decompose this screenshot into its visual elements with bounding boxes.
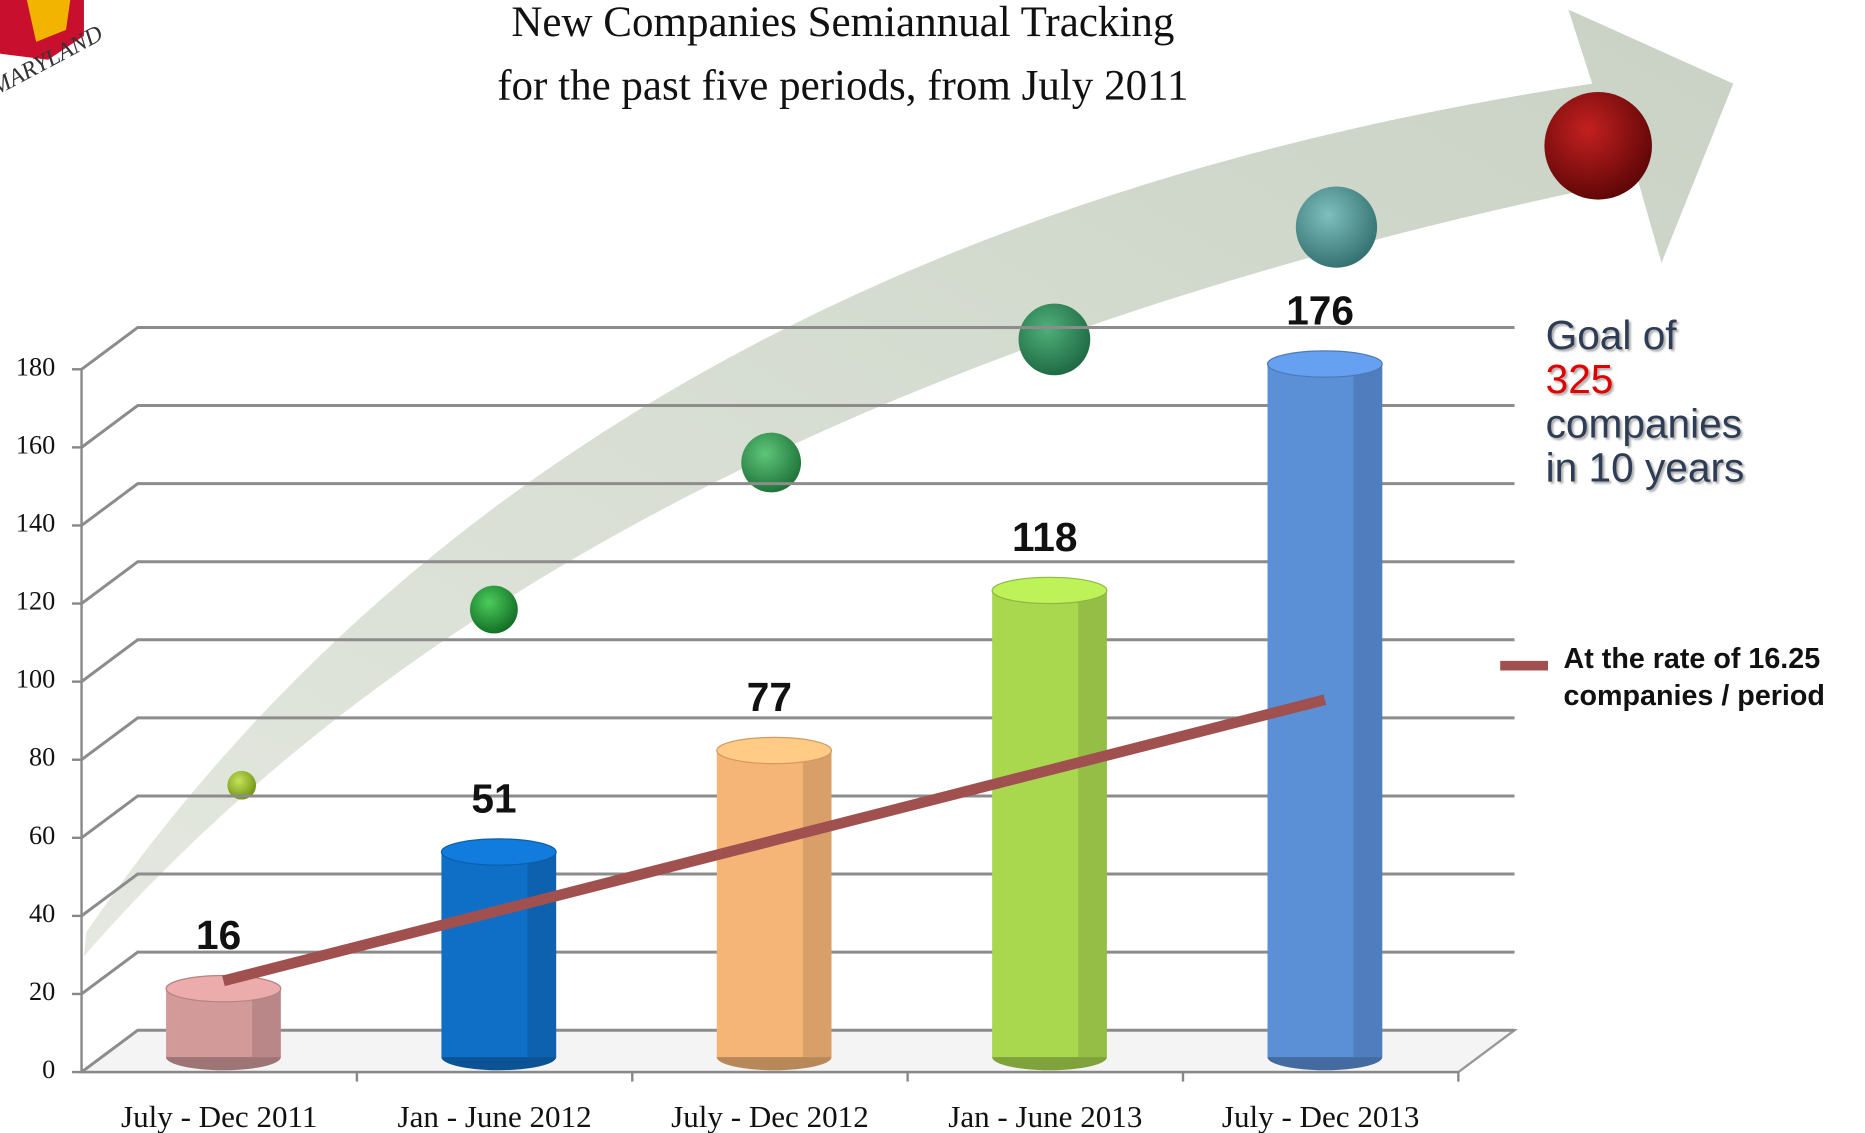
x-tick-label: Jan - June 2012 <box>398 1099 592 1133</box>
ball <box>1019 304 1091 376</box>
bar-top <box>1268 351 1383 377</box>
value-label: 176 <box>1286 288 1354 334</box>
logo: MARYLAND <box>0 0 107 102</box>
legend-label-box: At the rate of 16.25 companies / period <box>1564 641 1865 725</box>
value-label: 16 <box>196 912 241 958</box>
x-tick-label: July - Dec 2011 <box>121 1099 317 1133</box>
ball <box>1296 186 1377 267</box>
y-tick-label: 60 <box>29 821 55 850</box>
bar-shade <box>527 852 556 1057</box>
bar-shade <box>803 751 832 1058</box>
chart-subtitle: for the past five periods, from July 201… <box>497 63 1188 110</box>
bar-shade <box>1078 590 1107 1057</box>
ball <box>1544 92 1652 200</box>
y-tick-label: 180 <box>16 352 55 381</box>
x-tick-label: July - Dec 2013 <box>1222 1099 1420 1133</box>
goal-text: companies <box>1546 400 1742 446</box>
value-label: 77 <box>747 674 792 720</box>
y-tick-label: 100 <box>16 665 55 694</box>
y-tick-label: 0 <box>42 1055 55 1084</box>
x-tick-label: Jan - June 2013 <box>948 1099 1142 1133</box>
goal-text: 325 <box>1546 356 1614 402</box>
value-label: 51 <box>471 776 516 822</box>
bar-top <box>717 737 832 763</box>
page: {"logo_text": "MARYLAND", "chart_data": … <box>0 0 1865 1133</box>
y-tick-label: 20 <box>29 977 55 1006</box>
bar-top <box>992 577 1107 603</box>
y-tick-label: 40 <box>29 899 55 928</box>
chart-title: New Companies Semiannual Tracking <box>511 0 1174 46</box>
goal-text: Goal of <box>1546 312 1678 358</box>
x-tick-label: July - Dec 2012 <box>671 1099 869 1133</box>
goal-text: in 10 years <box>1546 445 1745 491</box>
ball <box>470 586 518 634</box>
y-tick-label: 140 <box>16 508 55 537</box>
value-label: 118 <box>1012 514 1078 560</box>
bar-top <box>441 839 556 865</box>
bar-shade <box>1354 364 1383 1057</box>
chart: MARYLAND New Companies Semiannual Tracki… <box>0 0 1865 1133</box>
legend-label: At the rate of 16.25 companies / period <box>1564 641 1865 715</box>
legend: At the rate of 16.25 companies / period G… <box>1500 312 1865 724</box>
y-tick-label: 80 <box>29 743 55 772</box>
y-tick-label: 160 <box>16 430 55 459</box>
y-tick-label: 120 <box>16 587 55 616</box>
